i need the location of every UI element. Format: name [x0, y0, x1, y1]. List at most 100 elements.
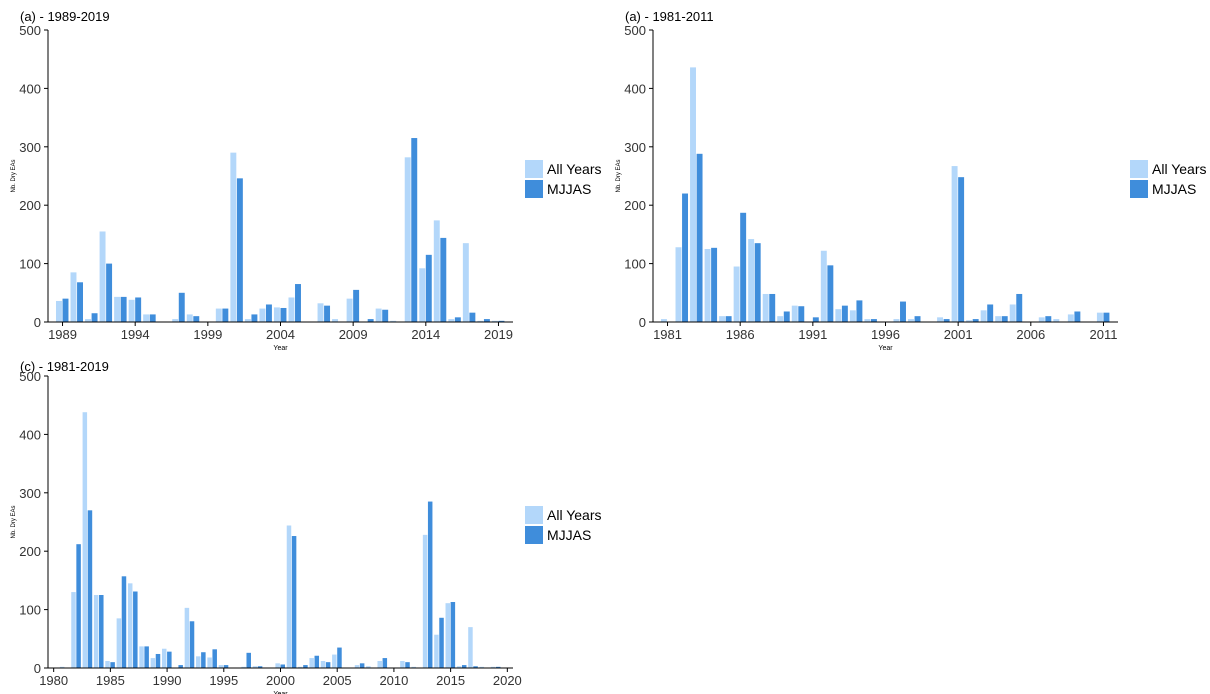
- bar-all-years: [1053, 319, 1060, 322]
- bar-mjjas: [754, 243, 761, 322]
- bar-mjjas: [133, 591, 138, 668]
- bar-all-years: [411, 666, 416, 668]
- bar-all-years: [491, 320, 498, 322]
- y-tick-label: 0: [34, 315, 41, 330]
- y-tick-label: 200: [624, 198, 646, 213]
- bar-all-years: [105, 660, 110, 668]
- bar-mjjas: [495, 666, 501, 668]
- bar-mjjas: [382, 658, 388, 668]
- bar-all-years: [777, 316, 784, 322]
- bar-all-years: [835, 309, 842, 322]
- bar-mjjas: [167, 651, 172, 668]
- bar-mjjas: [178, 292, 185, 322]
- legend-item-mjjas: MJJAS: [525, 179, 601, 199]
- x-tick-label: 1999: [193, 327, 222, 342]
- x-axis-label: Year: [273, 345, 288, 352]
- chart-svg-1: (a) - 1989-2019 0 100 200 300 400 500 1989 1994 1…: [11, 9, 513, 352]
- bar-mjjas: [914, 316, 921, 322]
- bar-all-years: [59, 666, 65, 668]
- bar-mjjas: [972, 319, 979, 322]
- bar-all-years: [252, 666, 258, 668]
- bar-mjjas: [62, 298, 69, 322]
- bar-all-years: [172, 319, 179, 322]
- legend-1: All Years MJJAS: [525, 159, 601, 199]
- bar-all-years: [390, 320, 397, 322]
- bar-mjjas: [461, 665, 467, 668]
- bar-mjjas: [222, 308, 229, 322]
- bar-all-years: [230, 152, 237, 322]
- bar-mjjas: [314, 655, 320, 668]
- bar-mjjas: [367, 319, 374, 322]
- bar-mjjas: [812, 317, 819, 322]
- bar-mjjas: [99, 595, 104, 668]
- bar-mjjas: [77, 282, 83, 322]
- bar-mjjas: [411, 138, 418, 322]
- legend-swatch-all-years: [525, 160, 543, 178]
- x-tick-label: 2005: [323, 673, 352, 688]
- x-tick-label: 1985: [96, 673, 125, 688]
- bar-mjjas: [798, 306, 805, 322]
- bar-mjjas: [958, 177, 965, 322]
- bar-all-years: [241, 666, 246, 668]
- y-tick-label: 200: [19, 198, 41, 213]
- bar-all-years: [150, 658, 156, 668]
- bar-all-years: [937, 317, 944, 322]
- bar-all-years: [354, 665, 360, 668]
- bar-all-years: [422, 534, 428, 668]
- bar-mjjas: [120, 296, 127, 322]
- bar-all-years: [1009, 304, 1016, 322]
- y-axis-label: Nb. Dry EAs: [11, 505, 17, 538]
- bar-mjjas: [425, 254, 432, 322]
- bar-mjjas: [473, 666, 478, 668]
- bar-mjjas: [1045, 316, 1052, 322]
- bar-mjjas: [682, 193, 688, 322]
- y-tick-label: 300: [624, 140, 646, 155]
- x-tick-label: 1980: [39, 673, 68, 688]
- bar-all-years: [218, 665, 224, 668]
- legend-swatch-mjjas: [525, 526, 543, 544]
- bar-all-years: [82, 412, 88, 668]
- bar-mjjas: [841, 305, 848, 322]
- x-tick-label: 1986: [726, 327, 755, 342]
- x-tick-label: 2001: [944, 327, 973, 342]
- x-tick-label: 2006: [1016, 327, 1045, 342]
- x-tick-label: 1981: [653, 327, 682, 342]
- bar-all-years: [966, 320, 973, 322]
- bar-all-years: [1096, 312, 1103, 322]
- bar-mjjas: [1103, 312, 1110, 322]
- bar-all-years: [1038, 317, 1045, 322]
- bar-all-years: [849, 310, 856, 322]
- bar-all-years: [346, 298, 353, 322]
- x-tick-label: 2015: [436, 673, 465, 688]
- bar-mjjas: [201, 652, 206, 668]
- x-tick-label: 1989: [48, 327, 77, 342]
- bar-all-years: [995, 316, 1002, 322]
- bar-mjjas: [295, 284, 301, 322]
- bar-mjjas: [110, 662, 115, 668]
- bar-mjjas: [280, 664, 285, 668]
- bar-all-years: [286, 525, 292, 668]
- bar-all-years: [419, 268, 426, 322]
- bar-all-years: [908, 319, 914, 322]
- bar-all-years: [377, 660, 382, 668]
- bar-all-years: [317, 303, 324, 322]
- bar-all-years: [366, 666, 371, 668]
- bar-all-years: [71, 592, 76, 668]
- bar-mjjas: [76, 544, 81, 668]
- bar-mjjas: [106, 263, 113, 322]
- y-tick-label: 500: [19, 369, 41, 384]
- y-tick-label: 500: [624, 23, 646, 38]
- legend-label-all-years: All Years: [547, 161, 602, 177]
- bar-all-years: [244, 319, 251, 322]
- legend-2: All Years MJJAS: [1130, 159, 1206, 199]
- y-tick-label: 100: [19, 603, 41, 618]
- bar-all-years: [433, 220, 440, 322]
- y-tick-label: 200: [19, 544, 41, 559]
- bar-mjjas: [987, 304, 994, 322]
- x-tick-label: 2004: [266, 327, 295, 342]
- bar-all-years: [375, 308, 382, 322]
- bar-mjjas: [1074, 311, 1081, 322]
- x-axis-label: Year: [273, 691, 288, 694]
- x-tick-label: 1996: [871, 327, 900, 342]
- bar-mjjas: [337, 647, 342, 668]
